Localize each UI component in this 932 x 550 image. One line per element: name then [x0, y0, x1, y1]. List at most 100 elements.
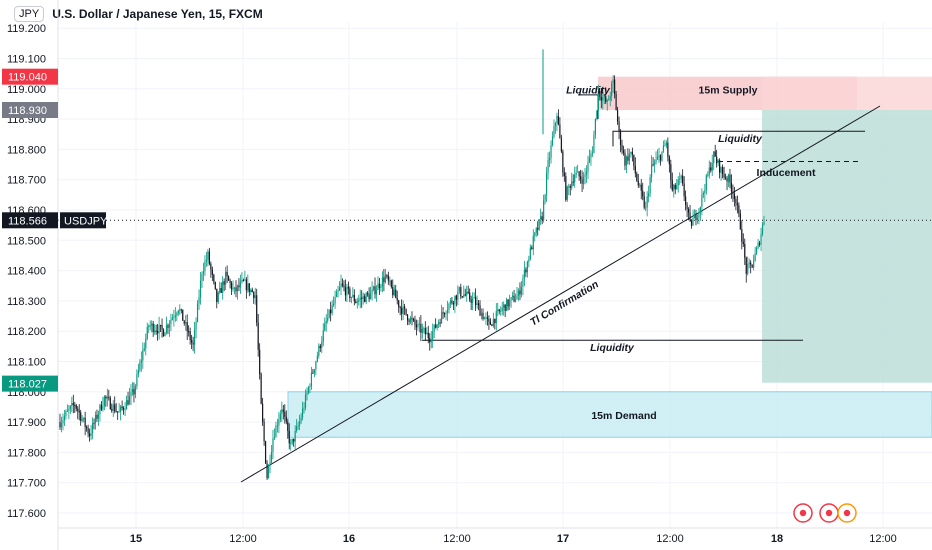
candle-body [532, 235, 534, 250]
candle-body [312, 372, 314, 374]
candle-body [541, 216, 543, 221]
candle-body [145, 338, 147, 349]
candle-body [269, 462, 271, 466]
candle-body [500, 310, 502, 312]
candle-body [151, 323, 153, 326]
candle-body [310, 372, 313, 387]
candle-body [569, 186, 571, 188]
candle-body [296, 426, 298, 431]
candle-body [488, 318, 490, 322]
candle-body [683, 183, 685, 197]
candle-body [461, 296, 463, 298]
candle-body [424, 328, 426, 335]
candle-body [241, 279, 243, 282]
candle-body [627, 156, 629, 161]
candle-body [699, 206, 702, 213]
candle-body [374, 286, 376, 295]
candle-body [732, 191, 734, 194]
candle-body [137, 370, 139, 375]
candle-body [142, 350, 144, 361]
candle-body [232, 287, 234, 290]
price-tag [2, 68, 58, 85]
candle-body [128, 396, 131, 405]
candle-body [711, 163, 713, 171]
candle-body [91, 423, 94, 434]
candle-body [168, 324, 171, 328]
candle-body [355, 301, 357, 303]
candle-body [574, 174, 576, 183]
candle-body [415, 324, 418, 328]
event-icon-dot [843, 509, 851, 517]
candle-body [547, 160, 549, 173]
candle-body [69, 406, 71, 410]
candle-body [736, 203, 738, 206]
candle-body [334, 296, 336, 304]
candle-body [127, 400, 129, 405]
candle-body [230, 283, 233, 290]
candle-body [298, 421, 301, 426]
candle-body [667, 142, 669, 157]
price-tag-label: 119.040 [8, 72, 47, 84]
candle-body [693, 213, 696, 219]
candle-body [202, 271, 205, 274]
candle-body [577, 171, 579, 173]
candle-body [81, 418, 83, 421]
candle-body [621, 145, 623, 151]
candle-body [674, 184, 676, 189]
annotation-label: 15m Supply [699, 84, 758, 96]
candle-body [133, 389, 135, 395]
price-tag-label: 118.027 [8, 379, 47, 391]
symbol-tag-label: USDJPY [64, 215, 108, 227]
candle-body [506, 299, 508, 311]
candle-body [593, 134, 595, 154]
symbol-badge[interactable]: JPY [14, 6, 45, 22]
candle-body [247, 283, 249, 291]
candle-body [80, 412, 82, 421]
candle-body [634, 166, 636, 174]
candle-body [443, 313, 446, 315]
candle-body [309, 386, 311, 388]
candle-body [451, 300, 453, 303]
candle-body [619, 131, 622, 146]
candle-body [588, 157, 591, 163]
candle-body [639, 184, 641, 186]
candle-body [609, 96, 611, 100]
candle-body [748, 262, 750, 264]
candle-body [398, 300, 400, 307]
candle-body [111, 409, 113, 411]
y-tick-label: 118.400 [7, 266, 46, 278]
candle-body [361, 297, 363, 299]
price-tag-label: 118.930 [8, 105, 47, 117]
candle-body [695, 213, 697, 220]
candle-body [62, 420, 64, 424]
candle-body [578, 171, 580, 177]
candle-body [117, 411, 119, 413]
stop-zone [762, 76, 932, 111]
candle-body [720, 167, 722, 173]
candle-body [238, 285, 240, 288]
candle-body [596, 110, 598, 119]
candle-body [383, 277, 385, 283]
candle-body [220, 288, 222, 293]
candle-body [421, 328, 423, 333]
candle-body [158, 324, 160, 334]
candle-body [696, 217, 699, 220]
liquidity-line-mid [612, 130, 865, 147]
candle-body [225, 271, 227, 285]
candle-body [679, 178, 681, 180]
candle-body [331, 305, 333, 314]
candle-body [316, 355, 318, 362]
candle-body [646, 196, 648, 208]
candle-body [637, 180, 639, 186]
candle-body [297, 425, 299, 427]
y-tick-label: 118.500 [7, 235, 46, 247]
candle-body [642, 190, 644, 197]
candle-body [730, 182, 733, 192]
candle-body [369, 293, 372, 300]
candle-body [328, 309, 330, 318]
candle-body [106, 396, 108, 399]
candle-body [418, 323, 420, 325]
candle-body [97, 414, 100, 419]
